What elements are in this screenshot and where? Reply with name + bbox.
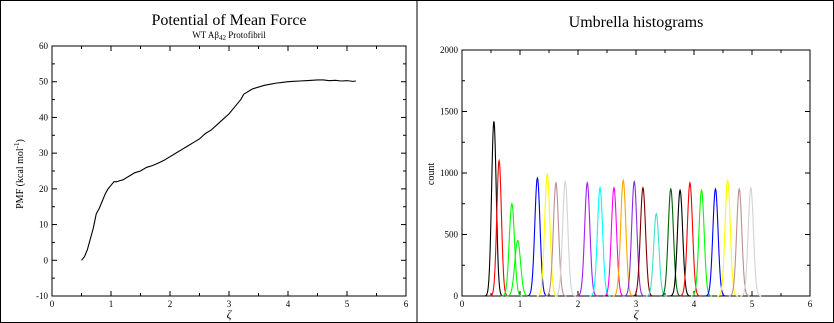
histogram-series-line-16 [669, 188, 691, 297]
pmf-chart: Potential of Mean Force WT Aβ42 Protofib… [13, 12, 409, 321]
pmf-ytick-label: 50 [39, 77, 49, 87]
pmf-xtick-label: 1 [109, 299, 114, 309]
pmf-ytick-label: 40 [39, 112, 49, 122]
histogram-xtick-label: 0 [460, 299, 465, 309]
pmf-xtick-label: 4 [286, 299, 291, 309]
pmf-xlabel: ζ [227, 307, 233, 321]
histogram-series-line-19 [704, 187, 726, 297]
histogram-series-line-10 [603, 186, 625, 297]
pmf-ytick-label: 60 [39, 41, 49, 51]
histogram-ylabel: count [426, 163, 437, 185]
histogram-series-line-3 [506, 239, 530, 297]
histogram-xtick-label: 5 [750, 299, 755, 309]
histogram-series-line-15 [660, 187, 682, 297]
histogram-series-line-17 [679, 181, 701, 297]
histogram-series-line-0 [484, 121, 504, 297]
pmf-xtick-label: 3 [227, 299, 232, 309]
pmf-title: Potential of Mean Force [151, 12, 306, 29]
histogram-series-line-21 [728, 187, 750, 297]
pmf-ytick-label: -10 [36, 291, 48, 301]
pmf-ylabel: PMF (kcal mol-1) [13, 139, 26, 209]
histogram-series-line-12 [623, 179, 645, 297]
histogram-xtick-label: 3 [634, 299, 639, 309]
histogram-ytick-label: 1500 [440, 107, 459, 117]
histogram-chart: Umbrella histograms count ζ 0 1 2 3 4 5 6 0 500 1… [426, 14, 813, 321]
histogram-series-line-14 [645, 212, 667, 297]
histogram-series-line-18 [691, 188, 713, 297]
histogram-ytick-label: 2000 [440, 45, 459, 55]
histogram-series-line-11 [612, 178, 634, 297]
histogram-xtick-label: 2 [576, 299, 581, 309]
pmf-ytick-label: 0 [44, 255, 49, 265]
pmf-xtick-label: 0 [50, 299, 55, 309]
pmf-ytick-label: 30 [39, 148, 49, 158]
pmf-xtick-label: 6 [404, 299, 409, 309]
pmf-xtick-label: 5 [345, 299, 350, 309]
histogram-ytick-label: 500 [445, 230, 459, 240]
histogram-series-line-20 [717, 178, 739, 297]
histogram-series-line-5 [536, 172, 558, 297]
histogram-xtick-label: 6 [808, 299, 813, 309]
histogram-series-line-8 [576, 181, 598, 297]
pmf-ytick-label: 20 [39, 184, 49, 194]
pmf-subtitle: WT Aβ42 Protofibril [192, 30, 266, 42]
histogram-ytick-label: 1000 [440, 168, 459, 178]
histogram-plot-area [461, 49, 811, 297]
histogram-xtick-label: 1 [518, 299, 523, 309]
histogram-xlabel: ζ [634, 307, 640, 321]
pmf-ytick-label: 10 [39, 220, 49, 230]
pmf-plot-area [51, 45, 407, 297]
pmf-series-line-0 [81, 79, 356, 261]
histogram-xtick-label: 4 [692, 299, 697, 309]
histogram-ytick-label: 0 [454, 291, 459, 301]
pmf-xtick-label: 2 [168, 299, 173, 309]
histogram-series-line-4 [526, 176, 548, 297]
histogram-series-line-22 [740, 186, 762, 297]
histogram-series-line-6 [545, 181, 567, 297]
histogram-series-line-2 [501, 202, 523, 297]
histogram-title: Umbrella histograms [569, 14, 704, 31]
histogram-series-line-7 [554, 179, 576, 297]
